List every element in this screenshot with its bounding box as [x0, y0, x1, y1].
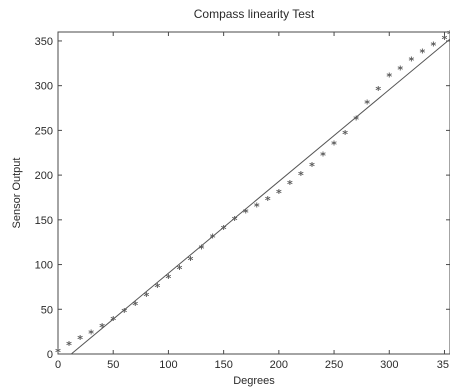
data-point: * [342, 128, 348, 141]
data-point: * [232, 214, 238, 227]
data-point: * [408, 55, 414, 68]
data-point: * [287, 178, 293, 191]
y-axis-label: Sensor Output [11, 158, 23, 229]
data-point: * [154, 281, 160, 294]
data-point: * [221, 223, 227, 236]
data-point: * [397, 64, 403, 77]
data-point: * [132, 299, 138, 312]
data-point: * [331, 139, 337, 152]
data-point: * [188, 254, 194, 267]
x-tick-label: 300 [380, 359, 398, 371]
data-point: * [254, 200, 260, 213]
scatter-points: * * * * * * * * * * * * * * * * * * * * * * * * * * * * * * * * * * * * * [55, 28, 450, 359]
data-point: * [375, 84, 381, 97]
x-tick-label: 100 [159, 359, 177, 371]
data-point: * [420, 47, 426, 60]
y-tick-label: 250 [35, 125, 53, 137]
x-tick-label: 35 [437, 359, 449, 371]
x-tick-label: 150 [214, 359, 232, 371]
y-tick-label: 50 [41, 304, 53, 316]
data-point: * [88, 327, 94, 340]
x-tick-labels: 0 50 100 150 200 250 300 35 [55, 359, 449, 371]
data-point: * [177, 263, 183, 276]
data-point: * [99, 321, 105, 334]
y-tick-label: 150 [35, 215, 53, 227]
data-point: * [320, 149, 326, 162]
x-tick-label: 0 [55, 359, 61, 371]
data-point: * [386, 71, 392, 84]
x-axis-label: Degrees [233, 375, 275, 387]
data-point: * [442, 33, 448, 46]
data-point: * [353, 114, 359, 127]
data-point: * [447, 28, 450, 41]
data-point: * [210, 232, 216, 245]
chart-title: Compass linearity Test [194, 7, 315, 21]
data-point: * [265, 194, 271, 207]
data-point: * [121, 306, 127, 319]
data-point: * [143, 290, 149, 303]
data-point: * [309, 160, 315, 173]
data-point: * [431, 39, 437, 52]
data-point: * [77, 333, 83, 346]
y-tick-label: 0 [47, 349, 53, 361]
data-point: * [298, 169, 304, 182]
data-point: * [66, 339, 72, 352]
reference-fit-line [70, 38, 450, 355]
x-tick-label: 200 [270, 359, 288, 371]
data-point: * [166, 272, 172, 285]
y-tick-label: 350 [35, 36, 53, 48]
data-point: * [199, 242, 205, 255]
y-tick-label: 100 [35, 260, 53, 272]
y-tick-label: 300 [35, 81, 53, 93]
data-point: * [55, 346, 61, 359]
y-tick-label: 200 [35, 170, 53, 182]
plot-frame [57, 31, 450, 355]
x-tick-label: 250 [325, 359, 343, 371]
data-point: * [364, 98, 370, 111]
data-point: * [276, 187, 282, 200]
data-point: * [110, 314, 116, 327]
y-tick-labels: 0 50 100 150 200 250 300 350 [35, 36, 53, 361]
axis-ticks [57, 32, 450, 355]
data-point: * [243, 207, 249, 220]
x-tick-label: 50 [107, 359, 119, 371]
